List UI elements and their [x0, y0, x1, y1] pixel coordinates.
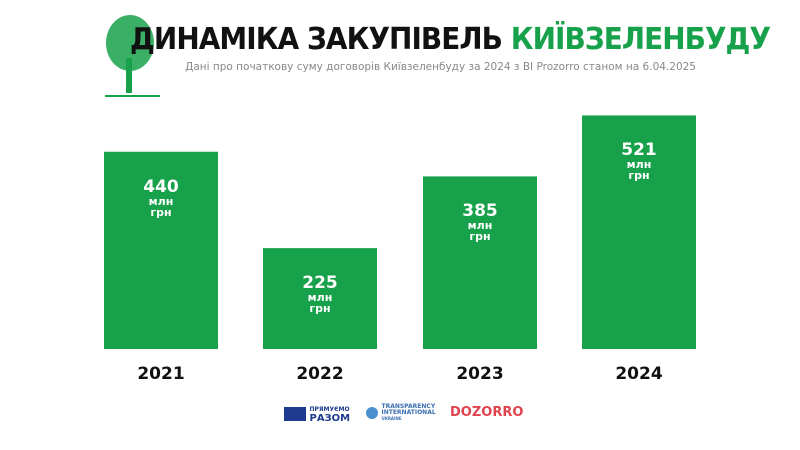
unit-label: млн	[307, 291, 333, 305]
value-label: 225	[302, 273, 338, 294]
unit-label: грн	[628, 169, 650, 183]
unit-label: млн	[148, 194, 174, 208]
bar-2024	[582, 115, 696, 349]
data-label: 225 млн грн	[263, 273, 377, 316]
value-label: 385	[462, 201, 498, 222]
unit-label: млн	[626, 158, 652, 172]
value-label: 521	[621, 140, 657, 161]
unit-label: грн	[150, 205, 172, 219]
x-tick-label: 2021	[137, 364, 185, 384]
x-tick-label: 2024	[615, 364, 663, 384]
subtitle: Дані про початкову суму договорів Київзе…	[185, 61, 696, 73]
bar-2021	[104, 151, 218, 349]
data-label: 385 млн грн	[423, 201, 537, 244]
data-label: 440 млн грн	[104, 176, 218, 219]
x-tick-label: 2022	[296, 364, 344, 384]
unit-label: грн	[469, 230, 491, 244]
page-title: ДИНАМІКА ЗАКУПІВЕЛЬ КИЇВЗЕЛЕНБУДУ	[130, 22, 771, 57]
tree-logo	[105, 15, 160, 97]
dozorro-logo: DOZORRO	[450, 405, 524, 420]
globe-icon	[366, 407, 378, 419]
x-tick-label: 2023	[456, 364, 504, 384]
unit-label: млн	[467, 219, 493, 233]
eu-logo: ПРЯМУЄМО РАЗОМ	[284, 404, 350, 424]
data-label: 521 млн грн	[582, 140, 696, 183]
bar-2023	[423, 176, 537, 349]
unit-label: грн	[309, 302, 331, 316]
transparency-international-logo: TRANSPARENCY INTERNATIONAL UKRAINE	[366, 404, 436, 422]
eu-flag-icon	[284, 407, 306, 421]
bar-2022	[263, 248, 377, 349]
value-label: 440	[143, 176, 179, 197]
